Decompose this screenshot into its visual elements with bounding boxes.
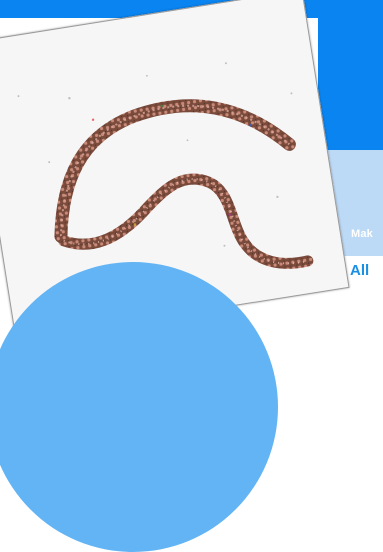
decorative-circle	[0, 262, 278, 552]
blue-shape	[0, 0, 383, 256]
all-link[interactable]: All	[350, 262, 370, 279]
photo-card	[0, 0, 350, 341]
necklace-strand-lower	[58, 173, 314, 269]
noise-specks	[17, 62, 293, 273]
necklace-strand-upper-shadow	[59, 104, 291, 237]
necklace-photo	[17, 62, 314, 273]
necklace-strand-upper	[54, 99, 296, 243]
color-specks	[91, 104, 253, 226]
make-label[interactable]: Mak	[351, 228, 373, 240]
